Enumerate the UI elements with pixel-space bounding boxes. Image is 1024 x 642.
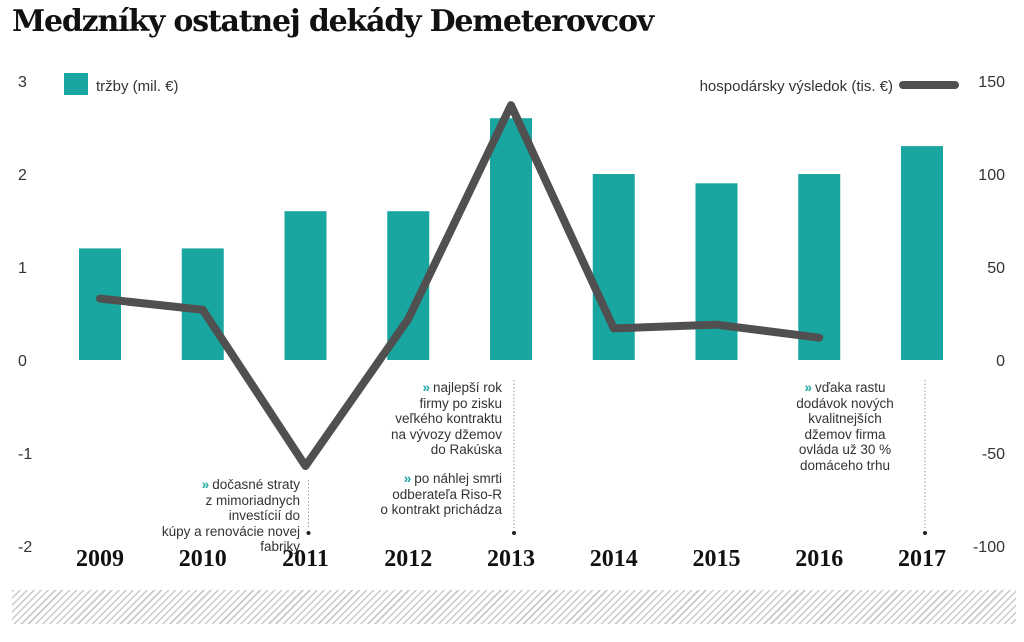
right-axis-tick-label: 50 [987,260,1005,277]
legend-line-label: hospodársky výsledok (tis. €) [700,78,893,95]
annotation-line: odberateľa Riso-R [392,486,502,502]
annotation-line: kúpy a renovácie novej fabriky [161,523,300,555]
annotation-line: veľkého kontraktu [395,411,502,426]
annotation-line: domáceho trhu [799,457,891,473]
left-axis-tick-label: 1 [18,260,27,277]
annotation-line: najlepší rok [432,380,502,395]
legend-bars-label: tržby (mil. €) [96,78,179,95]
annotation-2013-best-year: » najlepší rok firmy po zisku veľkého kon… [355,380,502,458]
right-axis-tick-label: -50 [982,446,1005,463]
x-axis-label-2013: 2013 [487,546,535,572]
x-axis-label-2010: 2010 [179,546,227,572]
bar-2011 [284,211,327,360]
annotation-line: z mimoriadnych investícií do [205,492,300,524]
x-axis-label-2012: 2012 [384,546,432,572]
bar-2017 [901,146,943,360]
annotation-line: vďaka rastu [814,380,886,395]
chevron-icon: » [804,380,812,395]
left-axis: 3 2 1 0 -1 -2 [18,74,32,556]
line-series [96,101,824,471]
annotation-2017: » vďaka rastu dodávok nových kvalitnejšíc… [775,380,915,473]
right-axis-tick-label: 150 [978,74,1005,91]
bar-2010 [181,248,224,360]
annotation-line: ovláda už 30 % [798,442,892,457]
annotation-line: dodávok nových [796,395,894,411]
x-axis-label-2009: 2009 [76,546,124,572]
chart-title: Medzníky ostatnej dekády Demeterovcov [12,4,654,39]
annotation-line: do Rakúska [430,442,502,457]
annotation-line: džemov firma [804,426,886,442]
left-axis-tick-label: 0 [18,353,27,370]
chevron-icon: » [422,380,430,395]
bars-series [79,118,943,360]
bar-2009 [79,248,121,360]
annotation-2013-contract-loss: » po náhlej smrti odberateľa Riso-R o kon… [355,471,502,518]
chevron-icon: » [403,471,412,486]
right-axis-tick-label: 0 [996,353,1005,370]
left-axis-tick-label: 2 [18,167,27,184]
annotation-line: na vývozy džemov [390,426,502,442]
annotation-line: o kontrakt prichádza [380,502,502,517]
right-axis-tick-label: -100 [973,539,1005,556]
x-axis-label-2016: 2016 [795,546,843,572]
x-axis-label-2014: 2014 [590,546,638,572]
x-axis-label-2017: 2017 [898,546,946,572]
right-axis: 150 100 50 0 -50 -100 [973,74,1005,556]
bar-2013 [490,118,532,360]
bar-2015 [695,183,738,360]
year-marker-dot [512,531,516,535]
profit-line [96,101,824,471]
annotation-2011: » dočasné straty z mimoriadnych investíci… [150,477,300,555]
x-axis-label-2011: 2011 [282,546,329,572]
annotation-line: kvalitnejších [808,411,882,426]
right-axis-tick-label: 100 [978,167,1005,184]
legend-bar-swatch [64,73,88,95]
bar-2016 [798,174,841,360]
left-axis-tick-label: 3 [18,74,27,91]
left-axis-tick-label: -2 [18,539,32,556]
year-marker-dot [306,531,311,535]
annotation-line: dočasné straty [212,477,300,492]
x-axis: 2009 2010 2011 2012 2013 2014 2015 2016 2017 [76,546,946,572]
annotation-line: po náhlej smrti [414,471,502,486]
decorative-hatch-band [12,590,1016,624]
left-axis-tick-label: -1 [18,446,32,463]
chevron-icon: » [201,477,210,492]
x-axis-label-2015: 2015 [693,546,741,572]
annotation-line: firmy po zisku [419,395,502,411]
legend: tržby (mil. €) hospodársky výsledok (tis… [64,73,959,95]
year-marker-dot [923,531,927,535]
annotation-leaders [306,380,927,535]
